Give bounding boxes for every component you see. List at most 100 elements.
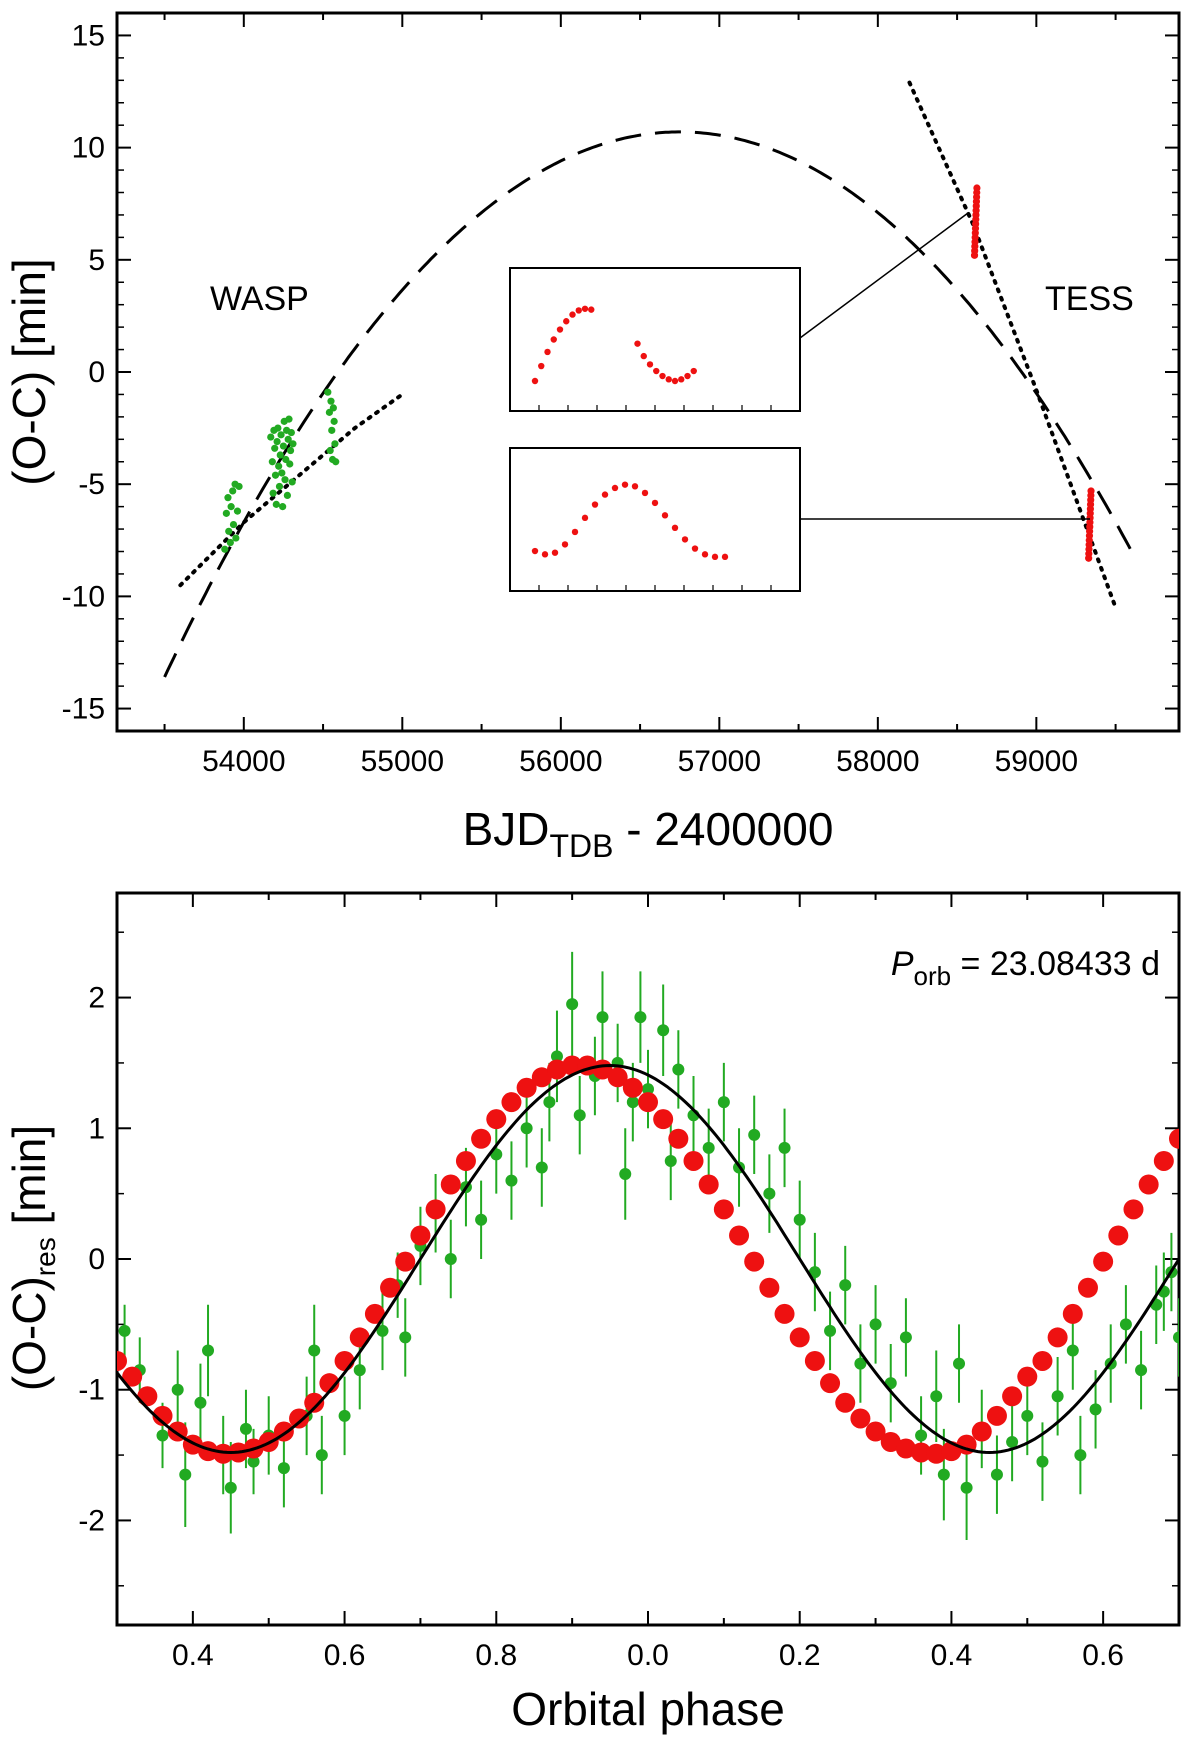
wasp-residual-point	[550, 1050, 563, 1063]
tess-residual-point	[926, 1443, 947, 1464]
inset-point	[634, 340, 641, 347]
tess-residual-point	[546, 1059, 567, 1080]
inset-point	[659, 372, 666, 380]
tess-residual-point	[1138, 1174, 1159, 1195]
tess-residual-point	[744, 1251, 765, 1272]
wasp-residual-point	[657, 1024, 670, 1037]
tess-residual-point	[1123, 1199, 1144, 1220]
wasp-point	[229, 520, 238, 529]
wasp-residual-point	[376, 1324, 389, 1337]
wasp-point	[326, 446, 334, 455]
tess-point	[973, 184, 981, 192]
inset-point	[541, 551, 549, 558]
wasp-residual-point	[915, 1429, 928, 1442]
tess-point	[1087, 487, 1095, 495]
wasp-residual-point	[808, 1266, 821, 1279]
inset-point	[671, 377, 679, 385]
tess-residual-point	[607, 1067, 628, 1088]
inset-point	[661, 512, 669, 519]
wasp-data-points	[221, 388, 340, 553]
wasp-residual-point	[573, 1109, 586, 1122]
wasp-point	[279, 442, 288, 450]
top-y-tick-label: 5	[88, 244, 105, 277]
bottom-y-tick-label: 0	[88, 1243, 105, 1276]
top-panel: 54000 55000 56000 57000 58000 59000 -15 -10 -5 0…	[3, 11, 1181, 864]
tess-residual-point	[729, 1225, 750, 1246]
sinusoid-model-curve	[117, 1063, 1179, 1455]
bottom-x-ticks: 0.4 0.6 0.8 0.0 0.2 0.4 0.6	[116, 893, 1180, 1672]
wasp-point	[225, 527, 233, 535]
wasp-residual-point	[748, 1128, 761, 1141]
tess-residual-point	[865, 1421, 886, 1442]
wasp-point	[328, 426, 336, 434]
wasp-residual-point	[520, 1122, 533, 1135]
top-x-tick-label: 54000	[202, 745, 285, 778]
wasp-residual-point	[930, 1390, 943, 1403]
wasp-residual-point	[672, 1063, 685, 1076]
wasp-residual-point	[1021, 1409, 1034, 1422]
wasp-residual-point	[118, 1324, 131, 1337]
bottom-x-tick-label: 0.4	[931, 1639, 973, 1672]
tess-residual-point	[410, 1225, 431, 1246]
tess-residual-point	[455, 1150, 476, 1171]
wasp-point	[286, 446, 295, 455]
tess-residual-point	[486, 1109, 507, 1130]
tess-annotation: TESS	[1045, 280, 1134, 318]
inset-b-frame	[509, 447, 801, 592]
wasp-residual-point	[664, 1154, 677, 1167]
bottom-y-tick-label: 1	[88, 1112, 105, 1145]
wasp-residual-point	[763, 1187, 776, 1200]
inset-point	[653, 367, 660, 375]
tess-residual-point	[1047, 1327, 1068, 1348]
wasp-point	[278, 469, 286, 477]
top-y-tick-label: 10	[72, 132, 105, 165]
wasp-residual-point	[899, 1331, 912, 1344]
tess-residual-point	[289, 1408, 310, 1429]
wasp-residual-point	[535, 1161, 548, 1174]
top-x-tick-label: 56000	[519, 745, 602, 778]
tess-residual-point	[895, 1438, 916, 1459]
wasp-residual-point	[778, 1141, 791, 1154]
wasp-point	[324, 388, 332, 396]
bottom-x-tick-label: 0.0	[627, 1639, 669, 1672]
top-y-axis-title: (O-C) [min]	[3, 258, 55, 485]
wasp-annotation: WASP	[210, 280, 309, 318]
wasp-residual-point	[990, 1468, 1003, 1481]
wasp-point	[286, 460, 294, 468]
wasp-residual-point	[619, 1168, 632, 1181]
tess-residual-point	[668, 1128, 689, 1149]
inset-tess-sector-b	[509, 447, 801, 592]
wasp-residual-point	[1066, 1344, 1079, 1357]
tess-residual-point	[1002, 1386, 1023, 1407]
wasp-residual-point	[315, 1449, 328, 1462]
wasp-residual-point	[1135, 1364, 1148, 1377]
inset-point	[691, 545, 699, 552]
wasp-point	[331, 440, 339, 448]
inset-point	[651, 499, 659, 507]
tess-residual-point	[380, 1277, 401, 1298]
wasp-residual-point	[353, 1364, 366, 1377]
wasp-point	[285, 415, 293, 423]
wasp-residual-point	[399, 1331, 412, 1344]
tess-residual-point	[804, 1350, 825, 1371]
wasp-residual-point	[869, 1318, 882, 1331]
wasp-residual-point	[543, 1096, 556, 1109]
tess-residual-point	[152, 1405, 173, 1426]
wasp-point	[288, 478, 296, 486]
wasp-point	[276, 451, 284, 459]
tess-residual-point	[122, 1366, 143, 1387]
inset-point	[591, 501, 599, 508]
inset-point	[551, 549, 559, 556]
wasp-point	[275, 462, 283, 470]
wasp-residual-point	[277, 1462, 290, 1475]
tess-residual-point	[789, 1327, 810, 1348]
wasp-residual-point	[717, 1096, 730, 1109]
top-x-ticks: 54000 55000 56000 57000 58000 59000	[163, 13, 1117, 778]
top-x-axis-title: BJDTDB - 2400000	[463, 803, 834, 864]
wasp-point	[279, 503, 287, 511]
wasp-point	[221, 545, 229, 553]
tess-residual-point	[516, 1077, 537, 1098]
tess-residual-point	[117, 1350, 127, 1371]
tess-residual-point	[137, 1386, 158, 1407]
